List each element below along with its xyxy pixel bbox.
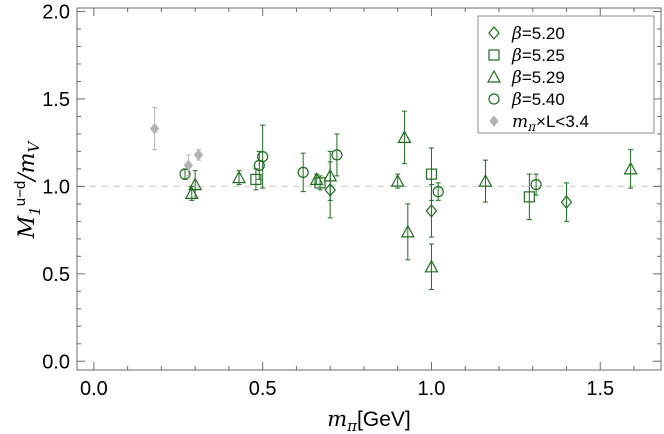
x-axis-title: mπ[GeV] [327,407,410,434]
legend-marker [488,26,500,40]
data-point [183,159,194,172]
data-point [530,179,542,191]
y-tick-label: 2.0 [42,1,70,23]
y-tick-label: 0.0 [42,351,70,373]
x-axis: 0.0 0.5 1.0 1.5 [80,8,635,400]
data-point [623,161,638,175]
data-point [232,170,247,184]
data-point [257,151,269,163]
plot-frame [76,7,662,371]
legend-label: β=5.20 [511,24,565,44]
legend-label: β=5.25 [511,46,565,66]
x-tick-label: 0.5 [249,378,277,400]
x-tick-label: 1.5 [586,378,614,400]
y-tick-label: 1.5 [42,89,70,111]
y-axis-title: M1u−d/mV [12,140,44,240]
legend-box [477,15,655,134]
data-point [523,191,535,203]
y-tick-label: 1.0 [42,176,70,198]
data-point [331,149,343,161]
x-tick-label: 0.0 [80,378,108,400]
data-point [297,166,309,178]
data-point [314,177,326,189]
legend-marker [486,69,502,83]
y-axis: 0.0 0.5 1.0 1.5 2.0 [42,1,661,373]
data-point [397,130,412,144]
legend-marker [489,115,499,127]
data-point [424,259,439,273]
data-point [478,173,493,187]
legend-marker [488,49,500,61]
data-point [390,173,405,187]
x-tick-label: 1.0 [418,378,446,400]
data-point [193,149,204,161]
data-point [425,203,438,218]
series-4 [150,107,204,177]
y-tick-label: 0.5 [42,264,70,286]
series-2 [184,110,638,291]
data-point [309,172,324,185]
data-point [400,224,415,238]
data-marks [150,107,638,291]
data-point [188,177,203,191]
legend-label: β=5.40 [511,90,565,110]
legend-marker [488,93,500,105]
legend-label: mπ×L<3.4 [512,112,589,134]
data-point [179,168,191,180]
series-3 [179,124,542,201]
data-point [150,122,160,135]
data-point [425,168,438,180]
data-point [323,168,338,182]
series-1 [250,147,535,221]
data-point [560,195,573,210]
data-point [432,186,444,198]
legend-label: β=5.29 [511,68,565,88]
